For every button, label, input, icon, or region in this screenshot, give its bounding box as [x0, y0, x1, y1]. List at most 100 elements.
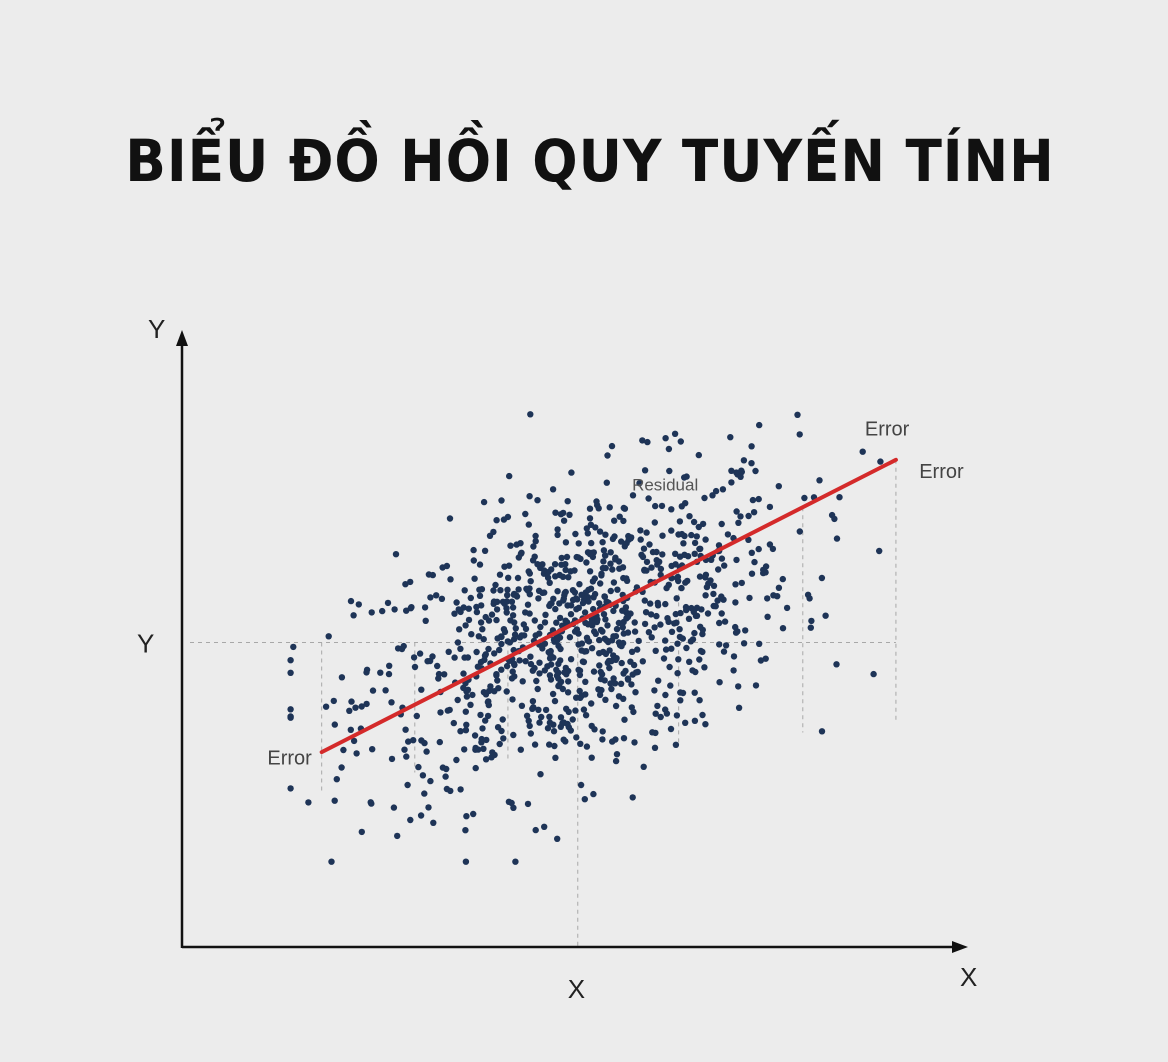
scatter-point: [508, 598, 516, 605]
scatter-point: [504, 586, 511, 593]
scatter-point: [707, 577, 714, 584]
scatter-point: [446, 706, 453, 714]
scatter-point: [478, 602, 485, 609]
scatter-point: [870, 670, 877, 678]
scatter-point: [808, 617, 815, 625]
scatter-point: [400, 642, 407, 650]
scatter-point: [634, 646, 641, 653]
scatter-point: [596, 528, 604, 535]
scatter-point: [606, 664, 613, 672]
scatter-point: [603, 479, 610, 486]
scatter-point: [667, 725, 675, 733]
scatter-point: [427, 777, 434, 785]
scatter-point: [691, 539, 699, 547]
scatter-point: [697, 545, 704, 552]
scatter-point: [419, 772, 427, 779]
scatter-point: [715, 566, 722, 573]
scatter-point: [877, 458, 884, 465]
scatter-point: [595, 686, 602, 693]
scatter-point: [623, 575, 630, 582]
scatter-point: [740, 457, 748, 464]
scatter-point: [796, 528, 803, 535]
scatter-point: [462, 827, 469, 834]
scatter-point: [562, 561, 569, 568]
scatter-point: [624, 613, 632, 621]
scatter-point: [659, 532, 666, 539]
scatter-point: [727, 434, 734, 441]
scatter-point: [503, 662, 511, 670]
scatter-point: [410, 654, 418, 661]
scatter-point: [523, 585, 530, 592]
scatter-point: [686, 513, 693, 520]
scatter-point: [775, 584, 783, 591]
scatter-point: [756, 421, 763, 429]
scatter-point: [517, 746, 524, 753]
scatter-point: [363, 700, 370, 708]
scatter-point: [510, 591, 518, 598]
scatter-point: [322, 703, 330, 710]
scatter-point: [460, 604, 467, 611]
scatter-point: [353, 750, 360, 757]
scatter-point: [709, 492, 716, 499]
scatter-point: [438, 595, 446, 602]
scatter-point: [674, 670, 681, 677]
scatter-point: [775, 483, 782, 490]
scatter-point: [476, 561, 484, 568]
scatter-point: [656, 558, 663, 565]
scatter-point: [602, 616, 609, 623]
scatter-point: [305, 799, 312, 806]
scatter-point: [620, 735, 628, 742]
scatter-point: [619, 624, 626, 631]
scatter-point: [554, 588, 561, 595]
scatter-point: [585, 586, 592, 593]
scatter-point: [382, 687, 389, 694]
scatter-point: [504, 592, 511, 599]
annotation-label: Error: [267, 747, 312, 769]
scatter-point: [465, 616, 473, 624]
scatter-point: [498, 727, 505, 735]
scatter-point: [668, 527, 675, 534]
scatter-point: [608, 442, 616, 450]
scatter-point: [453, 599, 460, 606]
scatter-point: [681, 532, 688, 540]
scatter-point: [816, 477, 823, 484]
scatter-point: [718, 555, 726, 562]
scatter-point: [563, 705, 570, 712]
scatter-point: [779, 625, 787, 632]
scatter-point: [553, 619, 560, 626]
scatter-point: [679, 689, 687, 697]
scatter-point: [722, 642, 730, 649]
scatter-point: [473, 608, 481, 616]
scatter-point: [463, 693, 471, 700]
scatter-point: [559, 573, 567, 580]
scatter-point: [477, 711, 484, 719]
scatter-point: [325, 633, 332, 640]
scatter-point: [640, 763, 647, 770]
scatter-point: [702, 721, 709, 728]
scatter-point: [764, 595, 771, 602]
scatter-point: [716, 679, 723, 686]
scatter-point: [604, 452, 611, 459]
scatter-point: [455, 606, 462, 613]
scatter-point: [588, 722, 595, 730]
scatter-point: [564, 498, 571, 505]
scatter-point: [672, 550, 679, 557]
scatter-point: [536, 659, 543, 666]
scatter-point: [583, 525, 590, 532]
scatter-point: [472, 764, 479, 772]
scatter-point: [388, 699, 395, 706]
scatter-point: [637, 536, 644, 543]
scatter-point: [433, 592, 440, 599]
scatter-point: [552, 573, 559, 580]
scatter-point: [531, 741, 539, 748]
scatter-point: [691, 629, 698, 637]
scatter-point: [716, 641, 723, 648]
scatter-point: [541, 619, 549, 626]
scatter-point: [794, 411, 801, 418]
scatter-point: [644, 438, 651, 446]
scatter-point: [529, 698, 537, 705]
scatter-point: [876, 547, 883, 555]
scatter-point: [482, 717, 489, 724]
scatter-point: [636, 480, 643, 487]
scatter-point: [588, 539, 595, 547]
